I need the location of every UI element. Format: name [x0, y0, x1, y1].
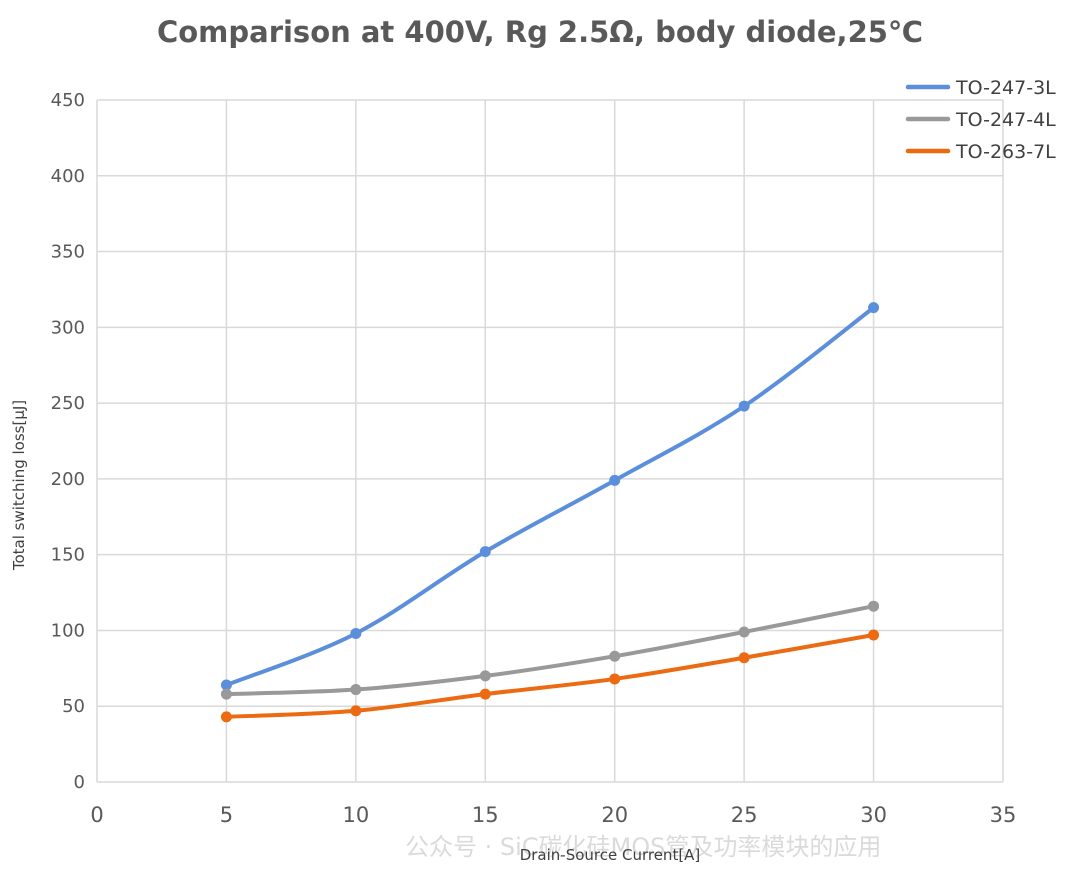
y-tick-label: 200 — [51, 469, 85, 490]
data-point — [868, 600, 880, 612]
x-tick-label: 25 — [731, 803, 758, 827]
x-tick-labels: 0 5 10 15 20 25 30 35 — [90, 803, 1016, 827]
x-axis-label: Drain-Source Current[A] — [520, 846, 701, 864]
y-tick-label: 0 — [74, 772, 85, 793]
x-tick-label: 35 — [990, 803, 1017, 827]
series-to-247-3l — [220, 302, 880, 691]
data-point — [220, 688, 232, 700]
data-point — [738, 652, 750, 664]
data-point — [479, 688, 491, 700]
x-tick-label: 30 — [860, 803, 887, 827]
y-tick-label: 100 — [51, 620, 85, 641]
y-tick-label: 250 — [51, 393, 85, 414]
y-tick-label: 400 — [51, 166, 85, 187]
legend-label: TO-247-4L — [955, 109, 1056, 131]
data-point — [479, 546, 491, 558]
data-point — [868, 302, 880, 314]
legend-label: TO-263-7L — [955, 141, 1056, 163]
y-axis-label: Total switching loss[μJ] — [10, 400, 28, 571]
series-to-247-4l — [220, 600, 880, 700]
y-tick-label: 350 — [51, 242, 85, 263]
gridlines — [96, 99, 1004, 783]
series-group — [220, 302, 880, 723]
x-tick-label: 0 — [90, 803, 103, 827]
data-point — [609, 650, 621, 662]
data-point — [609, 474, 621, 486]
x-tick-label: 15 — [472, 803, 499, 827]
y-tick-label: 300 — [51, 317, 85, 338]
data-point — [868, 629, 880, 641]
legend: TO-247-3L TO-247-4L TO-263-7L — [905, 77, 1056, 163]
data-point — [350, 627, 362, 639]
data-point — [350, 705, 362, 717]
data-point — [350, 684, 362, 696]
y-tick-label: 50 — [62, 696, 85, 717]
series-line — [224, 305, 876, 688]
chart-title: Comparison at 400V, Rg 2.5Ω, body diode,… — [157, 15, 923, 49]
data-point — [220, 679, 232, 691]
x-tick-label: 5 — [220, 803, 233, 827]
series-line — [224, 632, 876, 719]
legend-label: TO-247-3L — [955, 77, 1056, 99]
y-tick-label: 450 — [51, 90, 85, 111]
y-tick-label: 150 — [51, 545, 85, 566]
data-point — [738, 400, 750, 412]
data-point — [479, 670, 491, 682]
data-point — [220, 711, 232, 723]
series-line — [224, 604, 876, 697]
data-point — [738, 626, 750, 638]
watermark: 公众号 · SiC碳化硅MOS管及功率模块的应用 — [405, 833, 881, 861]
y-tick-labels: 0 50 100 150 200 250 300 350 400 450 — [51, 90, 85, 793]
series-to-263-7l — [220, 629, 880, 723]
x-tick-label: 20 — [601, 803, 628, 827]
x-tick-label: 10 — [342, 803, 369, 827]
data-point — [609, 673, 621, 685]
